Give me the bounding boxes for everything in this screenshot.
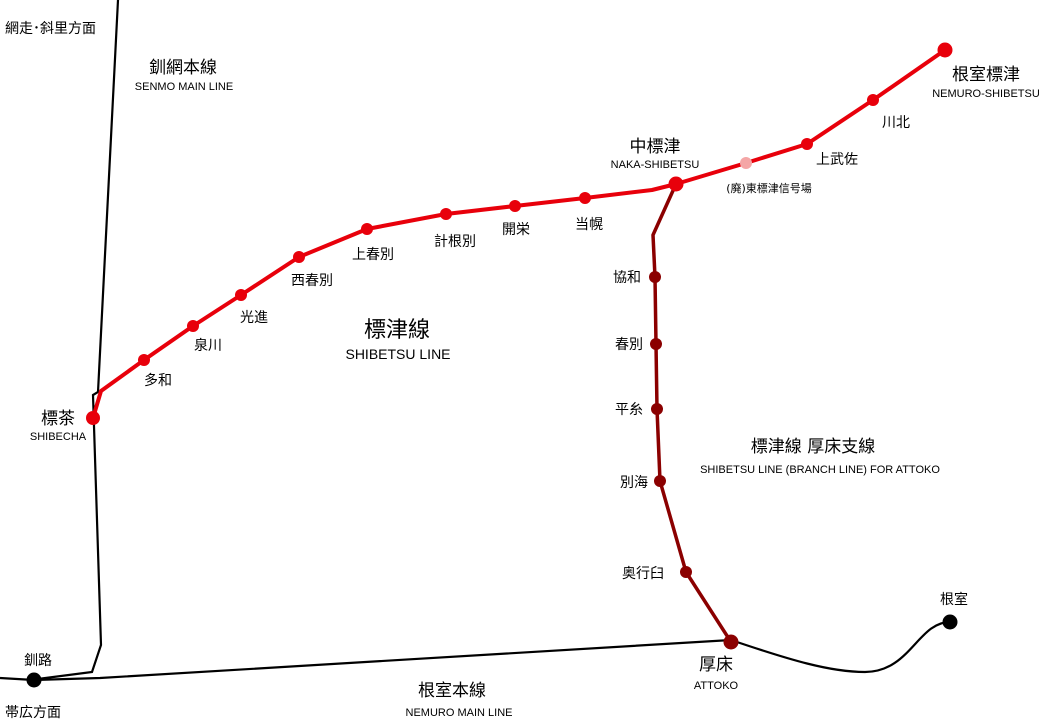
- senmo-line-name-en: SENMO MAIN LINE: [135, 81, 233, 93]
- station-label-shibecha: 標茶: [41, 409, 75, 429]
- station-dot-heiito[interactable]: [651, 403, 663, 415]
- station-label-higashi-signal: (廃)東標津信号場: [726, 181, 812, 195]
- station-label-izumikawa: 泉川: [194, 337, 222, 354]
- station-label-toboro: 当幌: [575, 217, 603, 233]
- direction-abashiri-shari: 網走･斜里方面: [5, 21, 96, 37]
- station-label-kushiro: 釧路: [24, 653, 52, 669]
- branch-line-track: [651, 183, 733, 643]
- station-sublabel-naka-shibetsu: NAKA-SHIBETSU: [611, 159, 700, 171]
- station-sublabel-shibecha: SHIBECHA: [30, 431, 87, 443]
- station-label-okuyukiusu: 奥行臼: [622, 565, 664, 582]
- station-dot-shibecha[interactable]: [86, 411, 100, 425]
- station-dot-izumikawa[interactable]: [187, 320, 199, 332]
- station-dot-kushiro[interactable]: [26, 672, 42, 688]
- station-label-koshin: 光進: [240, 310, 268, 326]
- branch-line-name-en: SHIBETSU LINE (BRANCH LINE) FOR ATTOKO: [700, 464, 940, 476]
- senmo-line-name-ja: 釧網本線: [149, 58, 217, 78]
- senmo-main-line-track: [29, 0, 120, 682]
- station-dot-attoko[interactable]: [723, 634, 739, 650]
- station-dot-higashi-signal[interactable]: [740, 157, 752, 169]
- station-label-kamimusa: 上武佐: [816, 152, 858, 168]
- station-label-tawa: 多和: [144, 372, 172, 389]
- station-dot-koshin[interactable]: [235, 289, 247, 301]
- station-label-nishishunbetsu: 西春別: [291, 273, 333, 289]
- station-label-shunbetsu: 春別: [615, 337, 643, 353]
- station-dot-shunbetsu[interactable]: [650, 338, 662, 350]
- nemuro-main-line-track: [0, 620, 951, 682]
- station-dot-kyowa[interactable]: [649, 271, 661, 283]
- station-label-kyowa: 協和: [613, 270, 641, 286]
- station-dot-keineppu[interactable]: [440, 208, 452, 220]
- shibetsu-line-name-en: SHIBETSU LINE: [345, 346, 450, 362]
- station-dot-kamimusa[interactable]: [801, 138, 813, 150]
- station-dot-toboro[interactable]: [579, 192, 591, 204]
- nemuro-line-name-ja: 根室本線: [418, 681, 486, 701]
- station-dot-okuyukiusu[interactable]: [680, 566, 692, 578]
- station-dot-nemuro-shibetsu[interactable]: [937, 42, 953, 58]
- shibetsu-line-track: [91, 48, 947, 419]
- station-dot-bekkai[interactable]: [654, 475, 666, 487]
- station-label-attoko: 厚床: [699, 655, 733, 675]
- direction-obihiro: 帯広方面: [5, 705, 61, 720]
- station-sublabel-nemuro-shibetsu: NEMURO-SHIBETSU: [932, 88, 1040, 100]
- station-dot-naka-shibetsu[interactable]: [668, 176, 684, 192]
- station-dot-kaiei[interactable]: [509, 200, 521, 212]
- station-dot-tawa[interactable]: [138, 354, 150, 366]
- station-label-kaiei: 開栄: [502, 222, 530, 238]
- station-dot-nishishunbetsu[interactable]: [293, 251, 305, 263]
- nemuro-line-name-en: NEMURO MAIN LINE: [406, 707, 513, 719]
- branch-line-name-ja: 標津線 厚床支線: [751, 437, 875, 457]
- station-label-nemuro-shibetsu: 根室標津: [952, 65, 1020, 85]
- shibetsu-line-name-ja: 標津線: [364, 318, 430, 343]
- station-label-nemuro: 根室: [940, 591, 968, 608]
- station-dot-nemuro[interactable]: [942, 614, 958, 630]
- station-label-bekkai: 別海: [620, 475, 648, 491]
- station-dot-kawakita[interactable]: [867, 94, 879, 106]
- station-label-keineppu: 計根別: [434, 234, 476, 250]
- station-sublabel-attoko: ATTOKO: [694, 680, 739, 692]
- station-label-naka-shibetsu: 中標津: [630, 137, 681, 157]
- station-label-kawakita: 川北: [882, 115, 910, 131]
- station-label-heiito: 平糸: [615, 402, 643, 418]
- station-dot-kamishunbetsu[interactable]: [361, 223, 373, 235]
- station-label-kamishunbetsu: 上春別: [352, 247, 394, 263]
